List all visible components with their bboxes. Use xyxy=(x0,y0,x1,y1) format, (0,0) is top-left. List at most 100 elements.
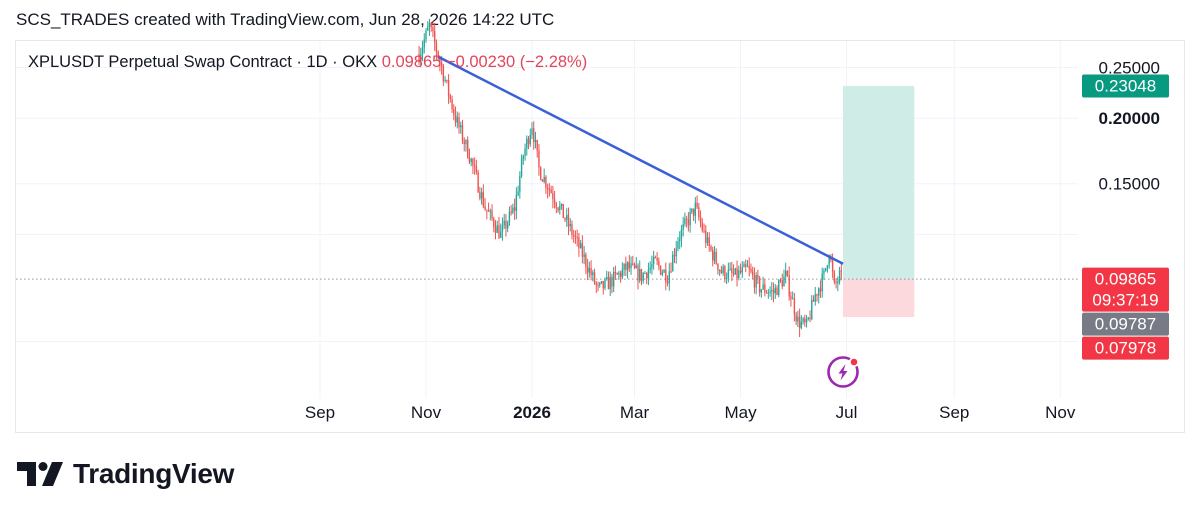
candle-body xyxy=(760,289,763,293)
candle-body xyxy=(425,30,427,40)
candle xyxy=(569,218,571,232)
candle xyxy=(585,252,587,275)
candle xyxy=(731,261,733,282)
candle xyxy=(699,210,702,228)
lightning-icon[interactable] xyxy=(827,356,860,388)
price-axis[interactable]: 0.25000 0.20000 0.15000 xyxy=(1099,58,1160,193)
candle-body xyxy=(637,265,639,281)
candle xyxy=(475,159,478,175)
candle xyxy=(607,271,610,290)
candle-body xyxy=(635,265,637,269)
candle-body xyxy=(529,135,531,145)
candle xyxy=(722,264,724,276)
candle-body xyxy=(553,199,556,204)
time-axis-label: Sep xyxy=(305,403,335,422)
candle xyxy=(564,217,566,222)
candle-body xyxy=(463,140,465,145)
candle xyxy=(790,291,792,307)
candle xyxy=(560,203,563,210)
candle xyxy=(515,187,518,220)
candle xyxy=(557,206,559,213)
candle-body xyxy=(621,269,624,278)
candle xyxy=(599,281,601,288)
candle xyxy=(586,258,589,281)
candle xyxy=(442,64,445,87)
candle-body xyxy=(583,254,585,257)
candle-body xyxy=(746,266,749,268)
candle xyxy=(837,276,839,292)
candle xyxy=(762,276,764,291)
badge-label: 09:37:19 xyxy=(1092,291,1158,310)
candle xyxy=(590,260,592,281)
candle-body xyxy=(779,280,782,282)
candle-body xyxy=(833,271,836,282)
candle-body xyxy=(567,215,570,227)
stop-zone[interactable] xyxy=(843,279,915,318)
time-axis[interactable]: Sep Nov 2026 Mar May Jul Sep Nov xyxy=(305,403,1076,422)
candle xyxy=(463,137,465,152)
candle-body xyxy=(654,257,657,259)
candle-body xyxy=(590,268,592,276)
candle xyxy=(484,198,486,211)
candle xyxy=(583,245,585,265)
candle xyxy=(807,316,809,321)
candle-body xyxy=(526,138,528,149)
candle-body xyxy=(694,202,697,216)
candle xyxy=(498,216,500,239)
candle-body xyxy=(804,318,806,323)
candle xyxy=(626,261,629,279)
candle xyxy=(552,185,554,209)
candle xyxy=(672,251,674,272)
candle xyxy=(513,198,516,220)
candle-body xyxy=(578,237,580,249)
legend-symbol[interactable]: XPLUSDT Perpetual Swap Contract · 1D · O… xyxy=(28,53,378,71)
candle-body xyxy=(776,287,778,296)
candle xyxy=(745,259,747,273)
candle xyxy=(694,197,697,224)
candle xyxy=(795,311,797,326)
candle-body xyxy=(805,319,808,323)
candle xyxy=(715,248,717,265)
candle xyxy=(541,178,544,182)
candle xyxy=(456,111,458,129)
candle-body xyxy=(725,277,728,279)
candle-body xyxy=(435,42,438,52)
candle-body xyxy=(741,267,743,273)
candle-body xyxy=(524,148,526,157)
target-zone[interactable] xyxy=(843,85,915,280)
candle-body xyxy=(762,284,764,290)
trendline[interactable] xyxy=(437,55,844,265)
candle-body xyxy=(811,299,813,320)
candle-body xyxy=(557,207,559,211)
candle xyxy=(604,277,606,291)
time-axis-label: Jul xyxy=(836,403,858,422)
candle-body xyxy=(691,208,693,212)
candle xyxy=(771,281,773,300)
long-position-tool[interactable] xyxy=(843,85,915,318)
candle-body xyxy=(786,270,789,276)
candle-body xyxy=(482,192,485,207)
candle xyxy=(680,224,683,248)
candle-body xyxy=(458,117,460,128)
candle-body xyxy=(534,139,537,143)
candle xyxy=(724,264,726,283)
candle-body xyxy=(729,268,731,270)
candle-body xyxy=(465,140,467,145)
badge-background xyxy=(1082,74,1169,98)
candle-body xyxy=(679,239,681,242)
candle-body xyxy=(522,156,525,159)
candle xyxy=(606,270,608,281)
candle xyxy=(835,278,837,289)
candle-body xyxy=(757,274,759,279)
candle xyxy=(494,220,497,240)
candle xyxy=(623,263,625,276)
candle-body xyxy=(539,167,542,180)
candle-body xyxy=(632,263,634,265)
candle-body xyxy=(508,211,511,223)
candle-body xyxy=(520,158,523,177)
tradingview-branding[interactable]: TradingView xyxy=(17,458,234,490)
candle-body xyxy=(543,176,545,182)
candle-body xyxy=(454,114,457,123)
candle xyxy=(621,262,624,280)
